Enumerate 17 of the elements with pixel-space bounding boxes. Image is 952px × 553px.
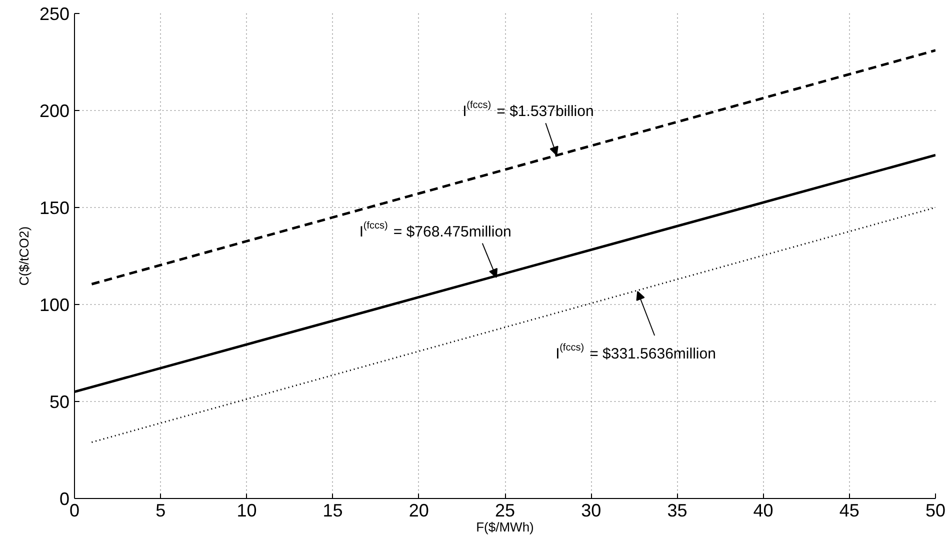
y-axis-title: C($/tCO2) [16,226,32,286]
y-tick-label: 200 [39,101,70,121]
x-axis-title: F($/MWh) [476,520,534,534]
x-tick-label: 35 [667,500,688,520]
x-tick-label: 45 [839,500,860,520]
x-tick-label: 50 [925,500,946,520]
x-tick-label: 25 [494,500,516,520]
x-tick-label: 5 [156,500,166,520]
x-tick-label: 10 [236,500,257,520]
x-tick-label: 40 [753,500,774,520]
x-tick-label: 30 [581,500,602,520]
y-tick-label: 50 [49,392,70,412]
y-tick-label: 250 [39,4,70,24]
y-tick-label: 100 [39,295,70,315]
x-tick-label: 20 [408,500,429,520]
x-tick-label: 15 [322,500,343,520]
y-tick-label: 150 [39,198,70,218]
